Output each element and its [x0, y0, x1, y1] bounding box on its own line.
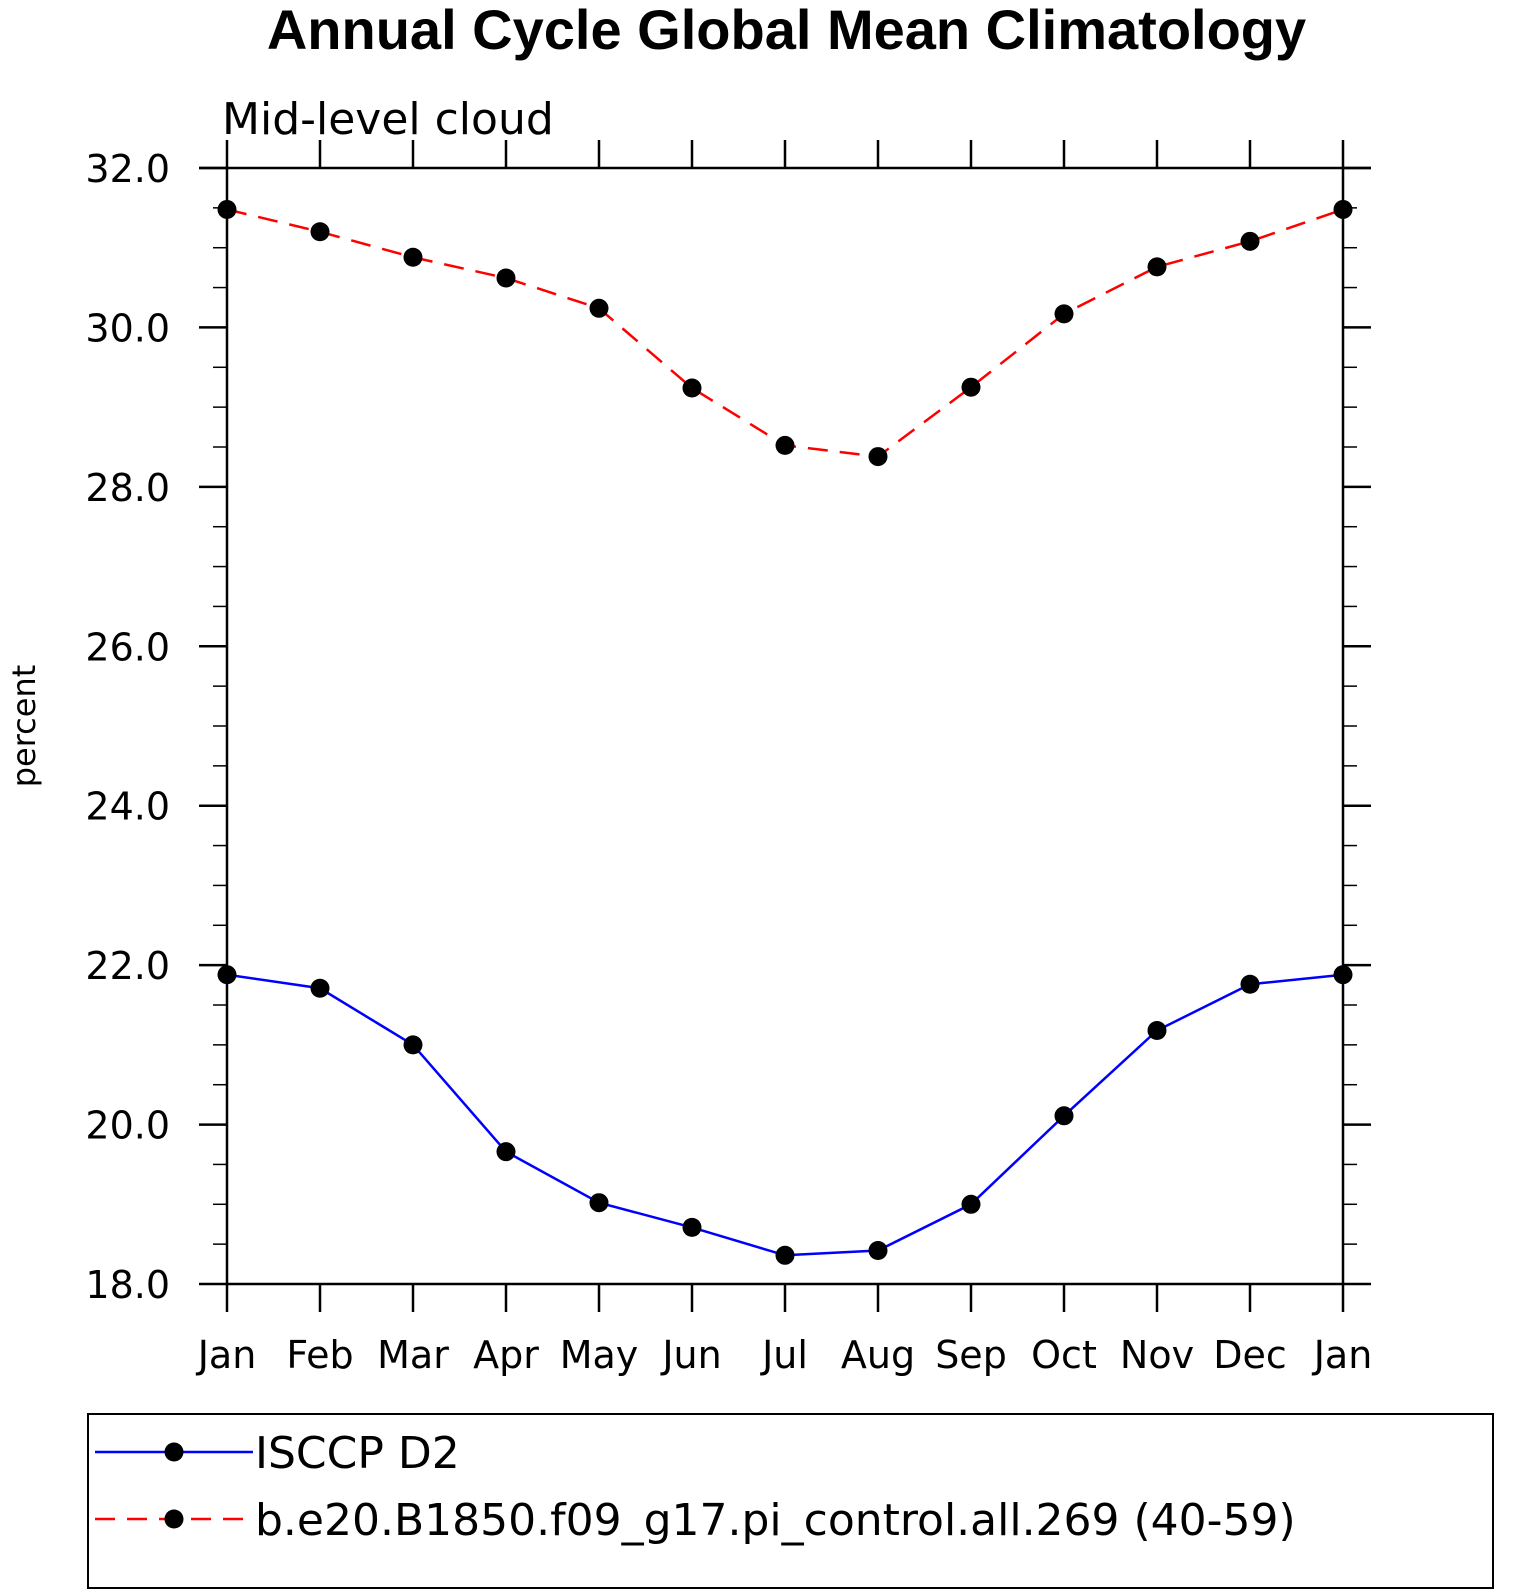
- legend-marker-1: [164, 1442, 184, 1462]
- chart-title: Annual Cycle Global Mean Climatology: [266, 0, 1307, 61]
- legend-marker-2: [164, 1509, 184, 1529]
- series-line-2: [226, 208, 1344, 458]
- series-2-point: [775, 435, 795, 455]
- series-2-point: [310, 222, 330, 242]
- x-tick-label: Jul: [760, 1333, 808, 1377]
- series-line-1: [226, 973, 1344, 1257]
- axes: 18.0 20.0 22.0 24.0 26.0 28.0 30.0 32.0 Jan Feb Ma…: [85, 140, 1372, 1377]
- y-axis-label: percent: [5, 665, 43, 788]
- series-1-point: [961, 1194, 981, 1214]
- y-tick-label: 26.0: [85, 625, 170, 669]
- plot-frame: [225, 166, 1345, 1286]
- series-1-point: [1054, 1106, 1074, 1126]
- y-tick-label: 32.0: [85, 147, 170, 191]
- legend-label-2: b.e20.B1850.f09_g17.pi_control.all.269 (…: [255, 1495, 1296, 1546]
- series-1-point: [1333, 965, 1353, 985]
- series-2-point: [589, 298, 609, 318]
- series-2-point: [403, 247, 423, 267]
- y-tick-label: 28.0: [85, 466, 170, 510]
- series-1-point: [403, 1035, 423, 1055]
- y-tick-label: 20.0: [85, 1104, 170, 1148]
- series-2-point: [1147, 257, 1167, 277]
- series-2-point: [496, 268, 516, 288]
- series-2-point: [1240, 231, 1260, 251]
- series-2-point: [868, 447, 888, 467]
- y-tick-label: 18.0: [85, 1263, 170, 1307]
- x-tick-label: Mar: [377, 1333, 449, 1377]
- x-tick-label: Dec: [1213, 1333, 1287, 1377]
- series-1-point: [775, 1245, 795, 1265]
- series-1-point: [310, 978, 330, 998]
- x-tick-label: Aug: [841, 1333, 915, 1377]
- series-1-point: [1147, 1021, 1167, 1041]
- series-1-point: [217, 965, 237, 985]
- x-tick-label: Oct: [1031, 1333, 1097, 1377]
- series-layer: [217, 199, 1353, 1265]
- series-2-point: [961, 377, 981, 397]
- chart-subtitle: Mid-level cloud: [222, 94, 554, 145]
- x-tick-label: Jun: [660, 1333, 721, 1377]
- series-1-point: [589, 1193, 609, 1213]
- y-tick-label: 22.0: [85, 944, 170, 988]
- x-tick-label: Jan: [196, 1333, 257, 1377]
- y-tick-label: 24.0: [85, 785, 170, 829]
- series-1-point: [496, 1142, 516, 1162]
- x-tick-label: May: [560, 1333, 639, 1377]
- series-2-point: [1333, 199, 1353, 219]
- series-2-point: [217, 199, 237, 219]
- series-1-point: [868, 1241, 888, 1261]
- x-tick-label: Sep: [935, 1333, 1007, 1377]
- series-1-point: [682, 1217, 702, 1237]
- legend-box: [87, 1413, 1494, 1589]
- x-tick-label: Jan: [1312, 1333, 1373, 1377]
- legend-label-1: ISCCP D2: [255, 1428, 460, 1479]
- x-tick-label: Nov: [1120, 1333, 1194, 1377]
- series-1-point: [1240, 974, 1260, 994]
- series-2-point: [682, 378, 702, 398]
- x-tick-label: Apr: [473, 1333, 539, 1377]
- series-2-point: [1054, 304, 1074, 324]
- x-tick-label: Feb: [286, 1333, 353, 1377]
- legend: ISCCP D2 b.e20.B1850.f09_g17.pi_control.a…: [87, 1413, 1494, 1589]
- y-tick-label: 30.0: [85, 306, 170, 350]
